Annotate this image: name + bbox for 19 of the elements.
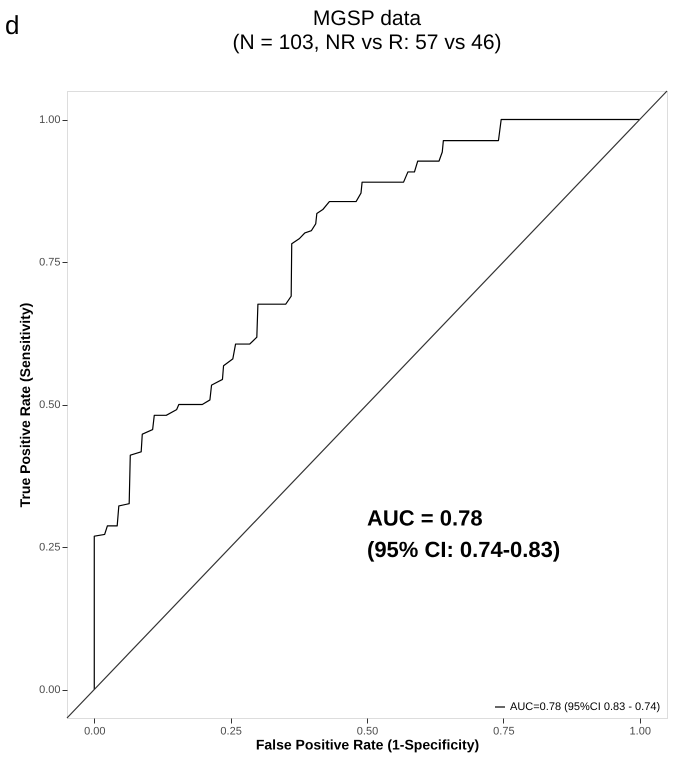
annotation: (95% CI: 0.74-0.83)	[367, 536, 560, 562]
line-series	[94, 118, 640, 690]
x-tick-label: 1.00	[630, 726, 651, 738]
y-tick-label: 0.25	[39, 542, 60, 554]
x-tick-label: 0.25	[220, 726, 242, 738]
text: d	[5, 10, 20, 40]
chart-title: MGSP data	[312, 7, 422, 30]
y-tick-label: 1.00	[39, 114, 60, 126]
y-tick-label: 0.50	[39, 399, 60, 411]
x-axis-title: False Positive Rate (1-Specificity)	[256, 736, 480, 752]
y-tick-label: 0.00	[39, 684, 60, 696]
y-tick-label: 0.75	[39, 256, 60, 268]
x-tick-label: 0.00	[84, 726, 106, 738]
y-axis-title: True Positive Rate (Sensitivity)	[17, 302, 34, 508]
legend-label: AUC=0.78 (95%CI 0.83 - 0.74)	[510, 701, 660, 713]
chart-subtitle: (N = 103, NR vs R: 57 vs 46)	[232, 31, 502, 54]
x-tick-label: 0.75	[493, 726, 515, 738]
annotation: AUC = 0.78	[367, 506, 483, 530]
x-tick-label: 0.50	[356, 726, 378, 738]
